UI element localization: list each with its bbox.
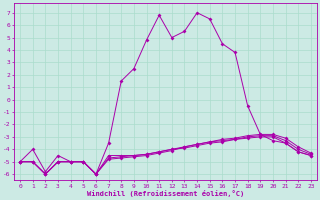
X-axis label: Windchill (Refroidissement éolien,°C): Windchill (Refroidissement éolien,°C) (87, 190, 244, 197)
